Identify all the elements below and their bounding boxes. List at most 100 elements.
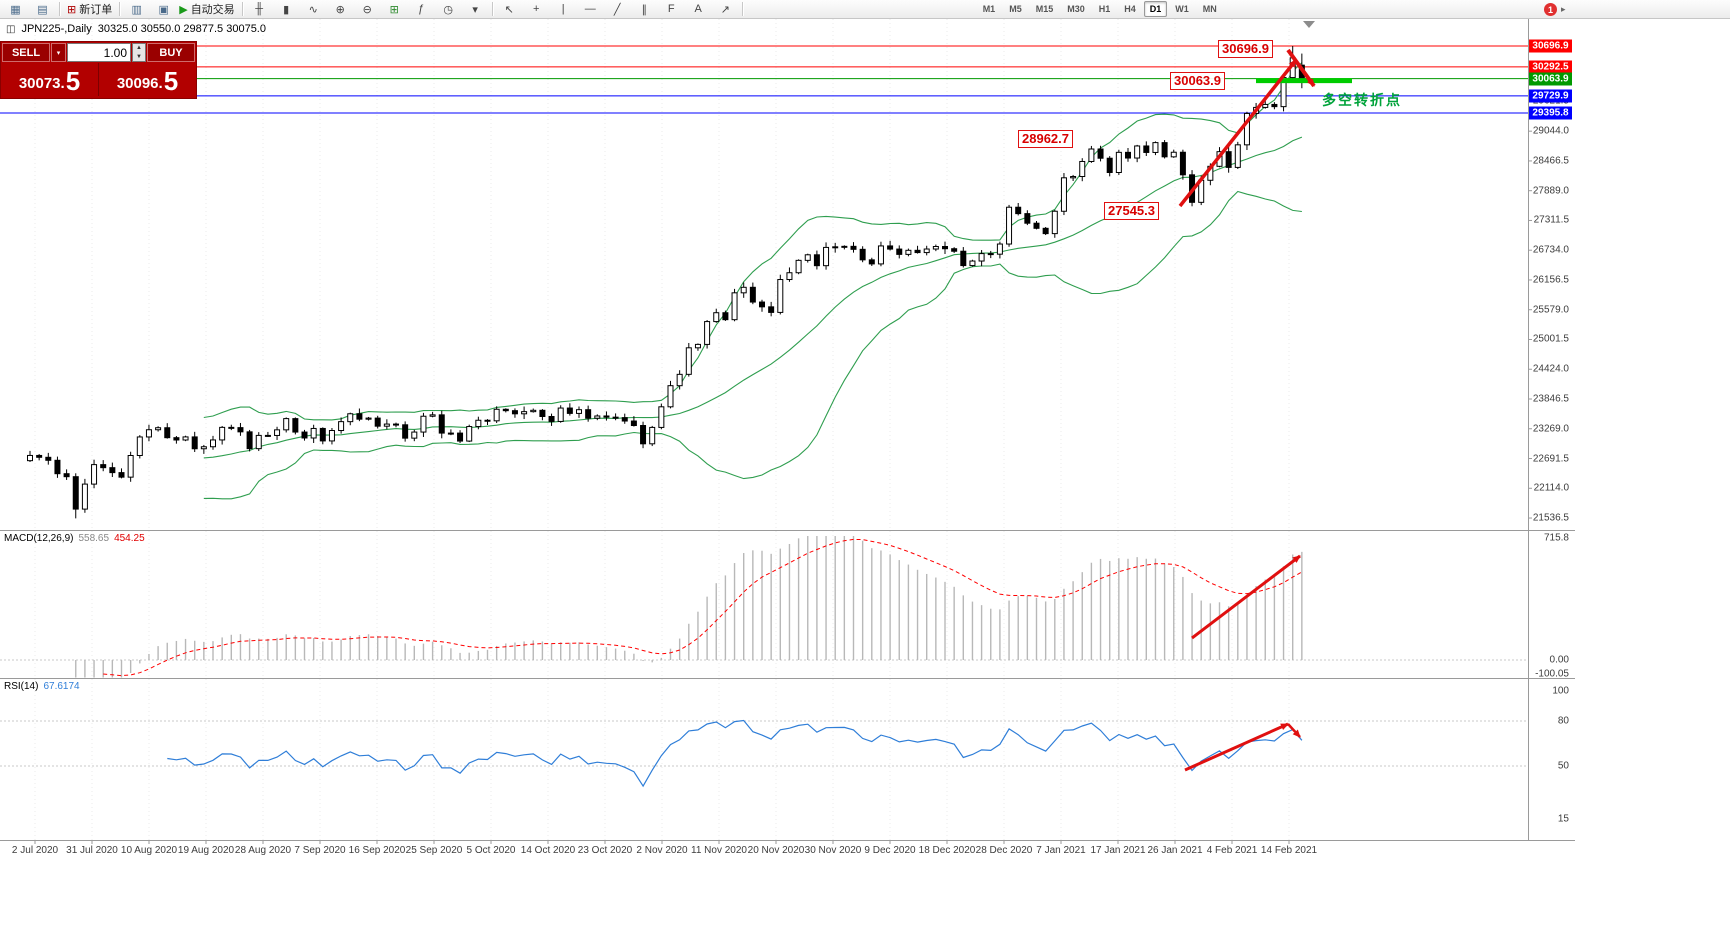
tile-windows-button[interactable]: ⊞ <box>382 0 407 18</box>
price-tick-label: 25579.0 <box>1532 304 1569 316</box>
buy-button[interactable]: BUY <box>147 43 195 62</box>
date-tick-label: 20 Nov 2020 <box>747 845 805 856</box>
price-tick-label: 21536.5 <box>1532 512 1569 524</box>
text-icon: A <box>694 3 702 15</box>
channel-button[interactable]: ∥ <box>632 0 657 18</box>
crosshair-button[interactable]: + <box>524 0 549 18</box>
arrows-icon: ↗ <box>720 3 730 16</box>
new-chart-button[interactable]: ▦ <box>3 0 28 18</box>
date-axis[interactable]: 2 Jul 2020 31 Jul 2020 10 Aug 2020 19 Aug 2… <box>0 0 1575 870</box>
trend-arrow[interactable] <box>1184 722 1289 772</box>
date-tick-label: 11 Nov 2020 <box>691 845 747 856</box>
price-tick-label: 23846.5 <box>1532 393 1569 405</box>
trend-arrow[interactable] <box>1178 58 1298 208</box>
toolbar-group-panels: ▥ ▣ <box>124 0 176 18</box>
price-badge: 29729.9 <box>1529 89 1572 103</box>
macd-label: MACD(12,26,9) 558.65 454.25 <box>4 533 145 544</box>
date-tick-label: 16 Sep 2020 <box>348 845 406 856</box>
tile-windows-icon: ⊞ <box>389 3 399 16</box>
candles-layer <box>27 46 1305 519</box>
date-tick-label: 26 Jan 2021 <box>1147 845 1203 856</box>
timeframe-m1[interactable]: M1 <box>982 4 996 14</box>
auto-trading-button[interactable]: ▶ 自动交易 <box>176 0 237 18</box>
macd-signal-line <box>103 538 1303 677</box>
bar-chart-button[interactable]: ╫ <box>247 0 272 18</box>
volume-spinner[interactable]: ▲ ▼ <box>132 43 146 62</box>
rsi-scale-label: 100 <box>1552 685 1569 697</box>
spinner-up-icon[interactable]: ▲ <box>136 45 142 51</box>
rsi-value: 67.6174 <box>43 681 80 692</box>
templates-icon: ▾ <box>472 3 478 16</box>
crosshair-icon: + <box>532 3 540 15</box>
macd-scale-label: -100.05 <box>1535 668 1569 680</box>
sell-price[interactable]: 30073. 5 <box>1 63 98 96</box>
bollinger-lower <box>203 190 1302 500</box>
date-tick-label: 19 Aug 2020 <box>177 845 235 856</box>
sell-button[interactable]: SELL <box>2 43 50 62</box>
date-tick-label: 7 Sep 2020 <box>294 845 346 856</box>
cursor-button[interactable]: ↖ <box>497 0 522 18</box>
toolbar-separator <box>491 2 493 16</box>
zoom-in-button[interactable]: ⊕ <box>328 0 353 18</box>
toolbar-expand-icon[interactable]: ▸ <box>1561 4 1566 14</box>
timeframe-w1[interactable]: W1 <box>1175 4 1189 14</box>
price-tick-label: 22691.5 <box>1532 453 1569 465</box>
trend-arrow[interactable] <box>1191 554 1301 640</box>
timeframe-h4[interactable]: H4 <box>1124 4 1136 14</box>
timeframe-h1[interactable]: H1 <box>1098 4 1111 14</box>
timeframe-m5[interactable]: M5 <box>1009 4 1022 14</box>
new-order-label: 新订单 <box>79 4 113 16</box>
fibonacci-icon: F <box>667 3 675 15</box>
symbol-period-label: JPN225-,Daily <box>21 23 92 35</box>
timeframe-d1[interactable]: D1 <box>1143 1 1168 17</box>
buy-price-main: 30096. <box>116 75 163 92</box>
volume-dropdown[interactable]: ▾ <box>51 43 66 62</box>
horizontal-line-icon: — <box>584 3 596 15</box>
profiles-button[interactable]: ▤ <box>30 0 55 18</box>
navigator-button[interactable]: ▣ <box>151 0 176 18</box>
notification-badge[interactable]: 1 <box>1544 3 1557 16</box>
price-badge: 30696.9 <box>1529 39 1572 53</box>
bollinger-upper <box>203 62 1303 421</box>
buy-price-big-digit: 5 <box>163 66 179 96</box>
rsi-scale-label: 15 <box>1557 813 1569 824</box>
price-tick-label: 24424.0 <box>1532 363 1569 375</box>
date-tick-label: 9 Dec 2020 <box>864 845 916 856</box>
indicators-button[interactable]: ƒ <box>409 0 434 18</box>
price-tick-label: 23269.0 <box>1532 423 1569 435</box>
market-watch-button[interactable]: ▥ <box>124 0 149 18</box>
timeframe-mn[interactable]: MN <box>1202 4 1217 14</box>
price-axis[interactable]: 29621.529044.028466.527889.027311.526734… <box>1528 0 1575 862</box>
text-button[interactable]: A <box>686 0 711 18</box>
date-tick-label: 30 Nov 2020 <box>804 845 862 856</box>
new-order-button[interactable]: ⊞ 新订单 <box>64 0 115 18</box>
trendline-button[interactable]: ╱ <box>605 0 630 18</box>
fibonacci-button[interactable]: F <box>659 0 684 18</box>
period-button[interactable]: ◷ <box>436 0 461 18</box>
new-chart-icon: ▦ <box>10 3 21 16</box>
horizontal-line-button[interactable]: — <box>578 0 603 18</box>
navigator-icon: ▣ <box>158 3 169 16</box>
timeframe-m15[interactable]: M15 <box>1035 4 1054 14</box>
toolbar-group-windows: ▦ ▤ <box>3 0 55 18</box>
timeframe-m30[interactable]: M30 <box>1067 4 1085 14</box>
buy-price[interactable]: 30096. 5 <box>99 63 196 96</box>
date-tick-label: 14 Feb 2021 <box>1260 845 1318 856</box>
date-tick-label: 31 Jul 2020 <box>66 845 118 856</box>
volume-input[interactable]: 1.00 <box>67 43 131 62</box>
trend-arrow[interactable] <box>1286 48 1316 88</box>
vertical-line-button[interactable]: | <box>551 0 576 18</box>
spinner-down-icon[interactable]: ▼ <box>136 53 142 60</box>
rsi-line <box>167 719 1303 788</box>
price-tick-label: 29044.0 <box>1532 125 1569 137</box>
one-click-trading-panel: SELL ▾ 1.00 ▲ ▼ BUY 30073. 5 30096. 5 <box>0 41 197 99</box>
zoom-out-button[interactable]: ⊖ <box>355 0 380 18</box>
trend-arrow[interactable] <box>1287 723 1301 738</box>
macd-scale-label: 715.8 <box>1543 532 1569 544</box>
arrows-button[interactable]: ↗ <box>713 0 738 18</box>
candlestick-chart-button[interactable]: ▮ <box>274 0 299 18</box>
line-chart-button[interactable]: ∿ <box>301 0 326 18</box>
templates-button[interactable]: ▾ <box>463 0 488 18</box>
chart-ohlc-header: ◫ JPN225-,Daily 30325.0 30550.0 29877.5 … <box>6 23 266 35</box>
